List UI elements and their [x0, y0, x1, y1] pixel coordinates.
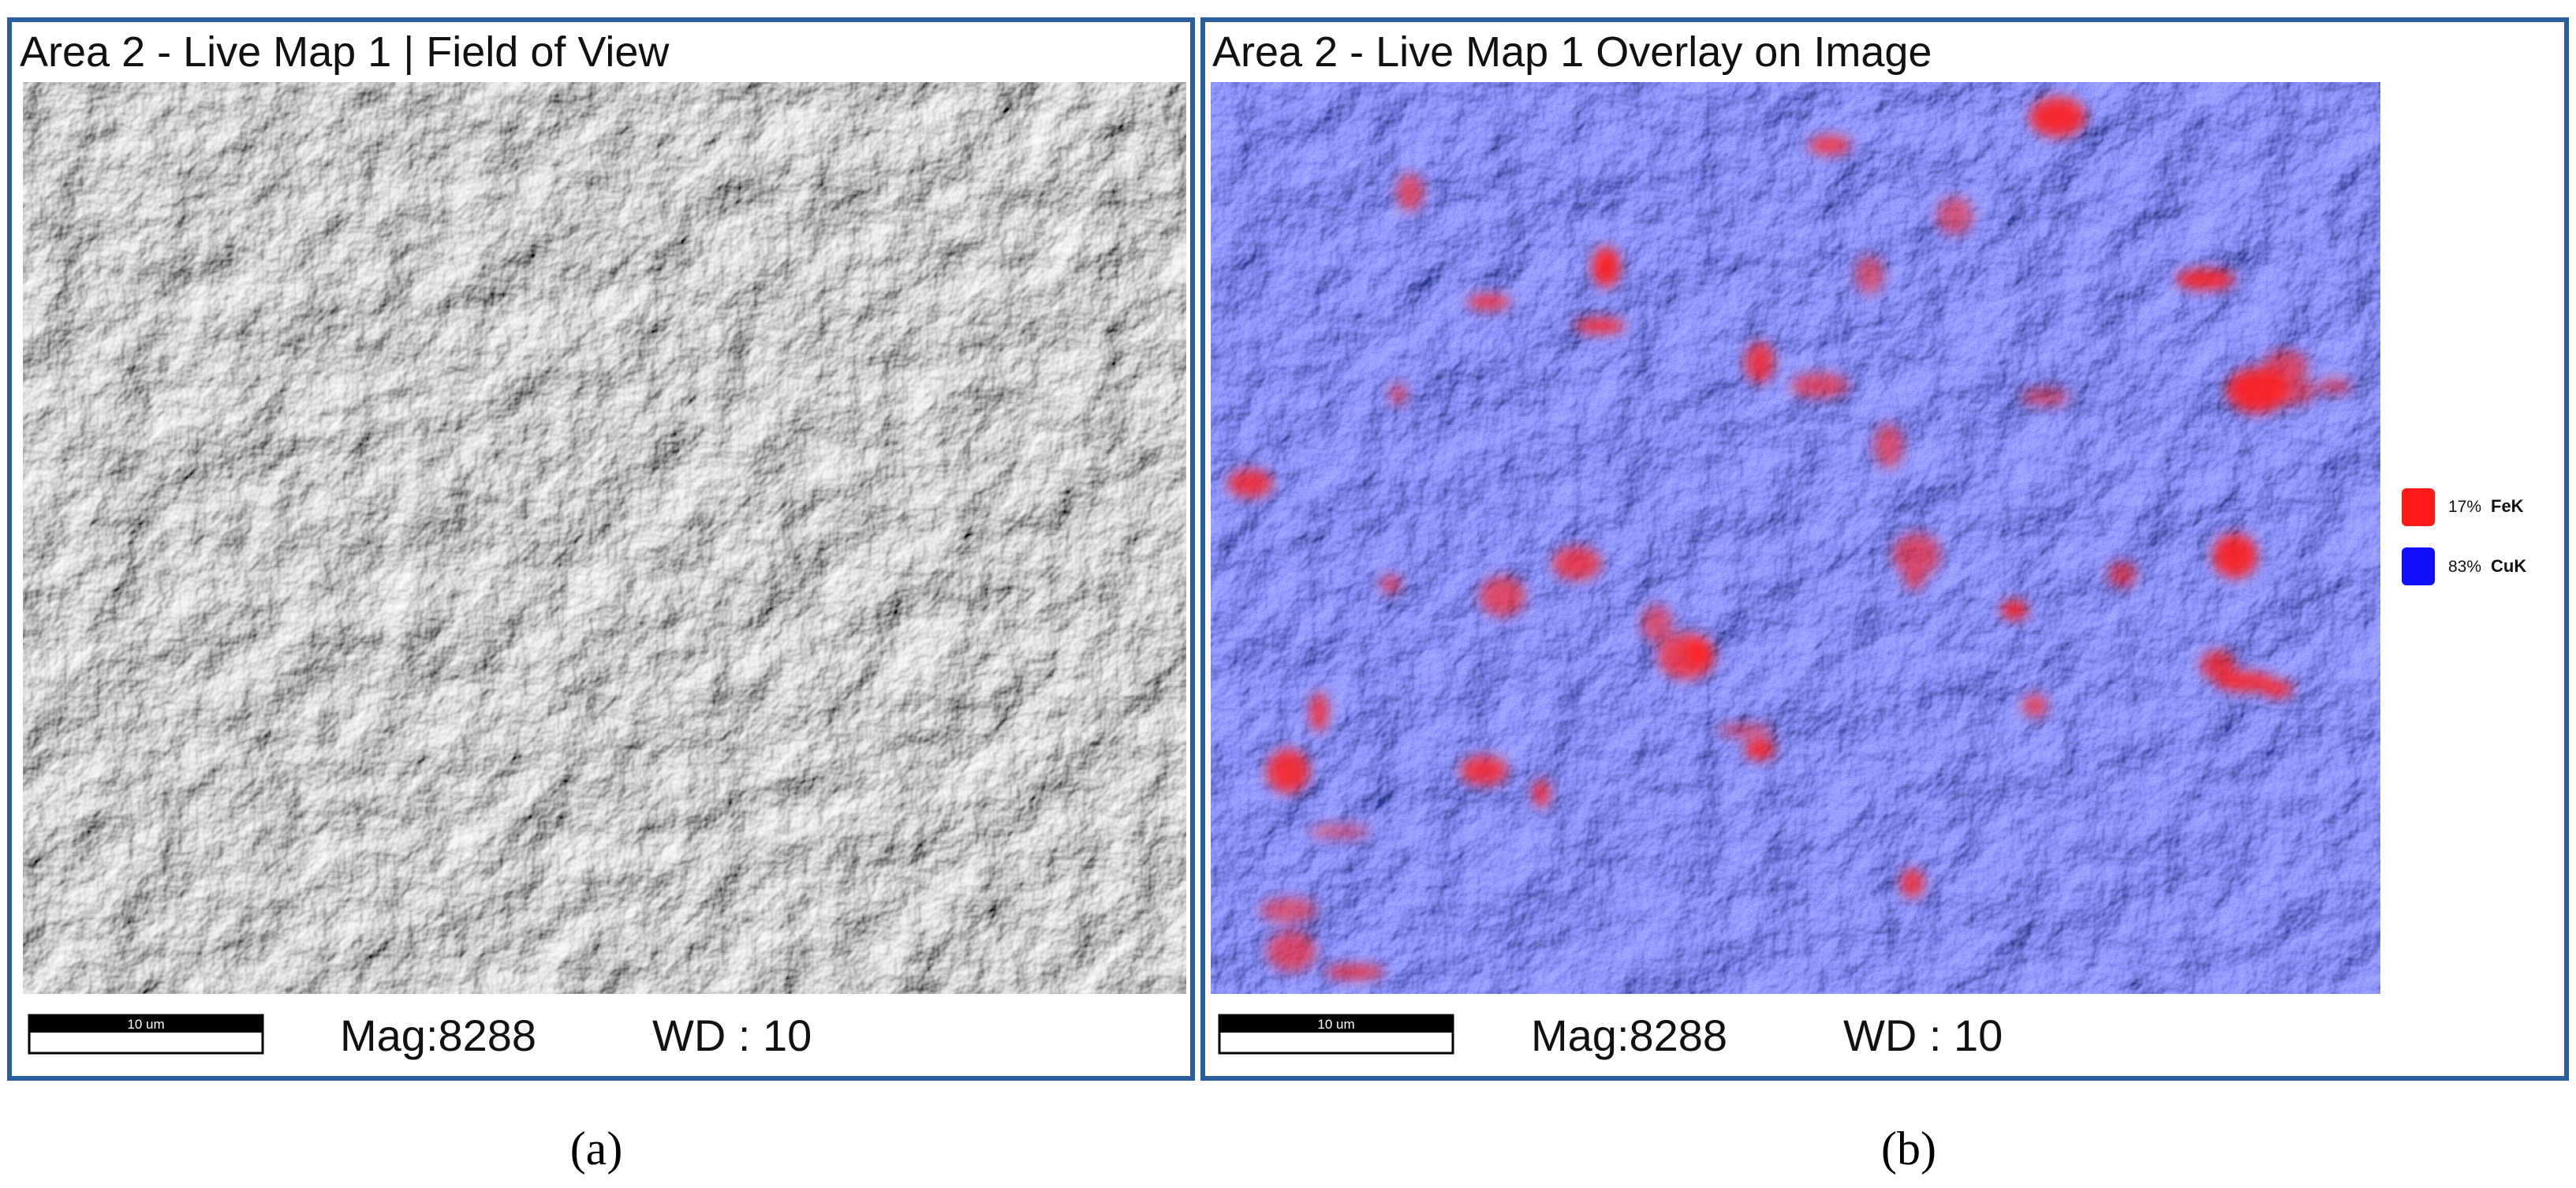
- legend-element: CuK: [2491, 556, 2526, 576]
- overlay-image: [1211, 82, 2380, 994]
- fe-spot: [1309, 692, 1328, 732]
- fe-spot: [1904, 572, 1925, 590]
- fe-spot: [1717, 723, 1774, 737]
- scale-label: 10 um: [127, 1017, 164, 1032]
- fe-spot: [1324, 965, 1385, 979]
- fe-spot: [2107, 562, 2137, 588]
- fe-spot: [1744, 738, 1775, 760]
- working-distance: WD : 10: [652, 1011, 812, 1060]
- fe-spot: [1855, 256, 1885, 294]
- working-distance: WD : 10: [1843, 1011, 2003, 1060]
- fe-spot: [1533, 779, 1551, 808]
- fe-spot: [2317, 378, 2353, 394]
- legend-element: FeK: [2491, 496, 2524, 516]
- fe-spot: [1460, 755, 1508, 786]
- fe-spot: [1552, 546, 1602, 581]
- fe-spot: [1467, 294, 1510, 310]
- legend-percent: 17%: [2448, 498, 2481, 516]
- fe-spot: [2021, 387, 2070, 406]
- caption: (a): [570, 1123, 623, 1175]
- fe-spot: [2216, 671, 2275, 693]
- fe-spot: [2200, 649, 2236, 681]
- fe-spot: [1874, 424, 1904, 468]
- legend-percent: 83%: [2448, 558, 2481, 576]
- scale-bar-fill: [1219, 1015, 1453, 1033]
- fe-spot: [1309, 824, 1370, 839]
- fe-spot: [1266, 930, 1316, 972]
- fe-spot: [1790, 373, 1849, 398]
- fe-spot: [1380, 575, 1402, 593]
- magnification: Mag:8288: [1531, 1011, 1727, 1060]
- fe-spot: [1479, 576, 1526, 617]
- legend-swatch: [2402, 547, 2435, 585]
- fe-spot: [1745, 342, 1775, 383]
- fe-spot: [1641, 604, 1673, 643]
- fe-spot: [1389, 383, 1407, 405]
- legend-swatch: [2402, 488, 2435, 526]
- fe-spot: [2000, 600, 2029, 620]
- fe-spot: [2175, 268, 2235, 290]
- fe-spot: [2270, 376, 2317, 405]
- fe-spot: [1936, 196, 1974, 235]
- sem-image: [23, 82, 1186, 994]
- fe-spots: [1227, 96, 2353, 979]
- fe-spot: [2029, 96, 2086, 137]
- fe-spot: [1396, 173, 1424, 211]
- fe-spot: [2212, 533, 2258, 579]
- scale-bar-fill: [29, 1015, 263, 1033]
- fe-spot: [1574, 318, 1626, 334]
- fe-spot: [1900, 868, 1925, 898]
- fe-spot: [1808, 136, 1851, 155]
- scale-label: 10 um: [1317, 1017, 1354, 1032]
- magnification: Mag:8288: [340, 1011, 536, 1060]
- panel-title: Area 2 - Live Map 1 Overlay on Image: [1212, 28, 1932, 76]
- panel-title: Area 2 - Live Map 1 | Field of View: [20, 28, 670, 76]
- fe-spot: [1592, 247, 1621, 287]
- fe-spot: [1260, 898, 1318, 923]
- fe-spot: [1266, 749, 1310, 794]
- caption: (b): [1881, 1123, 1936, 1175]
- fe-spot: [1892, 532, 1942, 577]
- fe-spot: [2022, 693, 2048, 718]
- fe-spot: [2226, 368, 2289, 413]
- fe-spot: [1227, 469, 1274, 498]
- fe-spot: [1686, 637, 1710, 668]
